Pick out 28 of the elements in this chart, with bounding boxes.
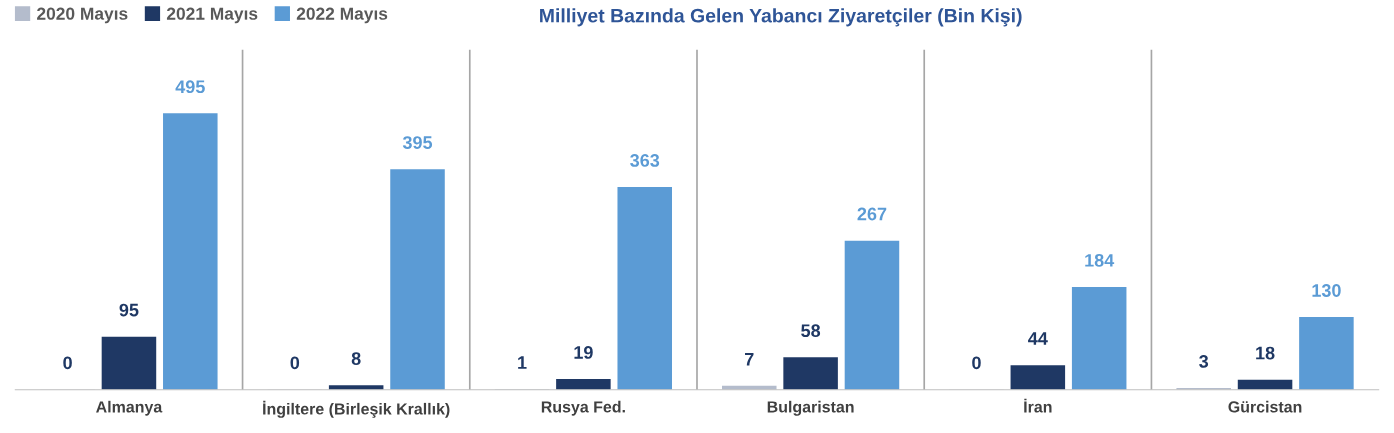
data-label: 18 bbox=[1256, 346, 1275, 360]
data-label: 8 bbox=[351, 352, 361, 365]
x-tick-label: Rusya Fed. bbox=[541, 400, 625, 416]
legend-label: 2020 Mayıs bbox=[37, 7, 128, 24]
x-tick-label: Gürcistan bbox=[1228, 400, 1302, 413]
data-label: 267 bbox=[857, 207, 887, 221]
x-tick-label: İran bbox=[1024, 398, 1052, 413]
chart-title: Milliyet Bazında Gelen Yabancı Ziyaretçiler (Bin Kişi) bbox=[540, 8, 1022, 27]
legend-label: 2022 Mayıs bbox=[296, 7, 388, 24]
data-label: 0 bbox=[63, 356, 72, 370]
data-label: 395 bbox=[402, 136, 433, 149]
data-label: 1 bbox=[518, 356, 527, 369]
data-label: 0 bbox=[972, 356, 981, 370]
data-label: 19 bbox=[574, 346, 593, 359]
data-label: 3 bbox=[1199, 355, 1209, 368]
x-tick-label: Bulgaristan bbox=[767, 400, 854, 416]
x-tick-label: Almanya bbox=[96, 400, 163, 416]
data-label: 184 bbox=[1085, 253, 1115, 267]
legend-label: 2021 Mayıs bbox=[166, 7, 258, 24]
data-label: 58 bbox=[801, 324, 821, 338]
data-label: 0 bbox=[290, 356, 300, 370]
data-label: 130 bbox=[1312, 284, 1341, 297]
data-label: 95 bbox=[119, 303, 139, 317]
x-tick-label: İngiltere (Birleşik Krallık) bbox=[263, 400, 450, 418]
data-label: 495 bbox=[175, 80, 205, 94]
data-label: 363 bbox=[630, 154, 660, 167]
data-label: 7 bbox=[745, 352, 754, 366]
data-label: 44 bbox=[1028, 332, 1048, 345]
